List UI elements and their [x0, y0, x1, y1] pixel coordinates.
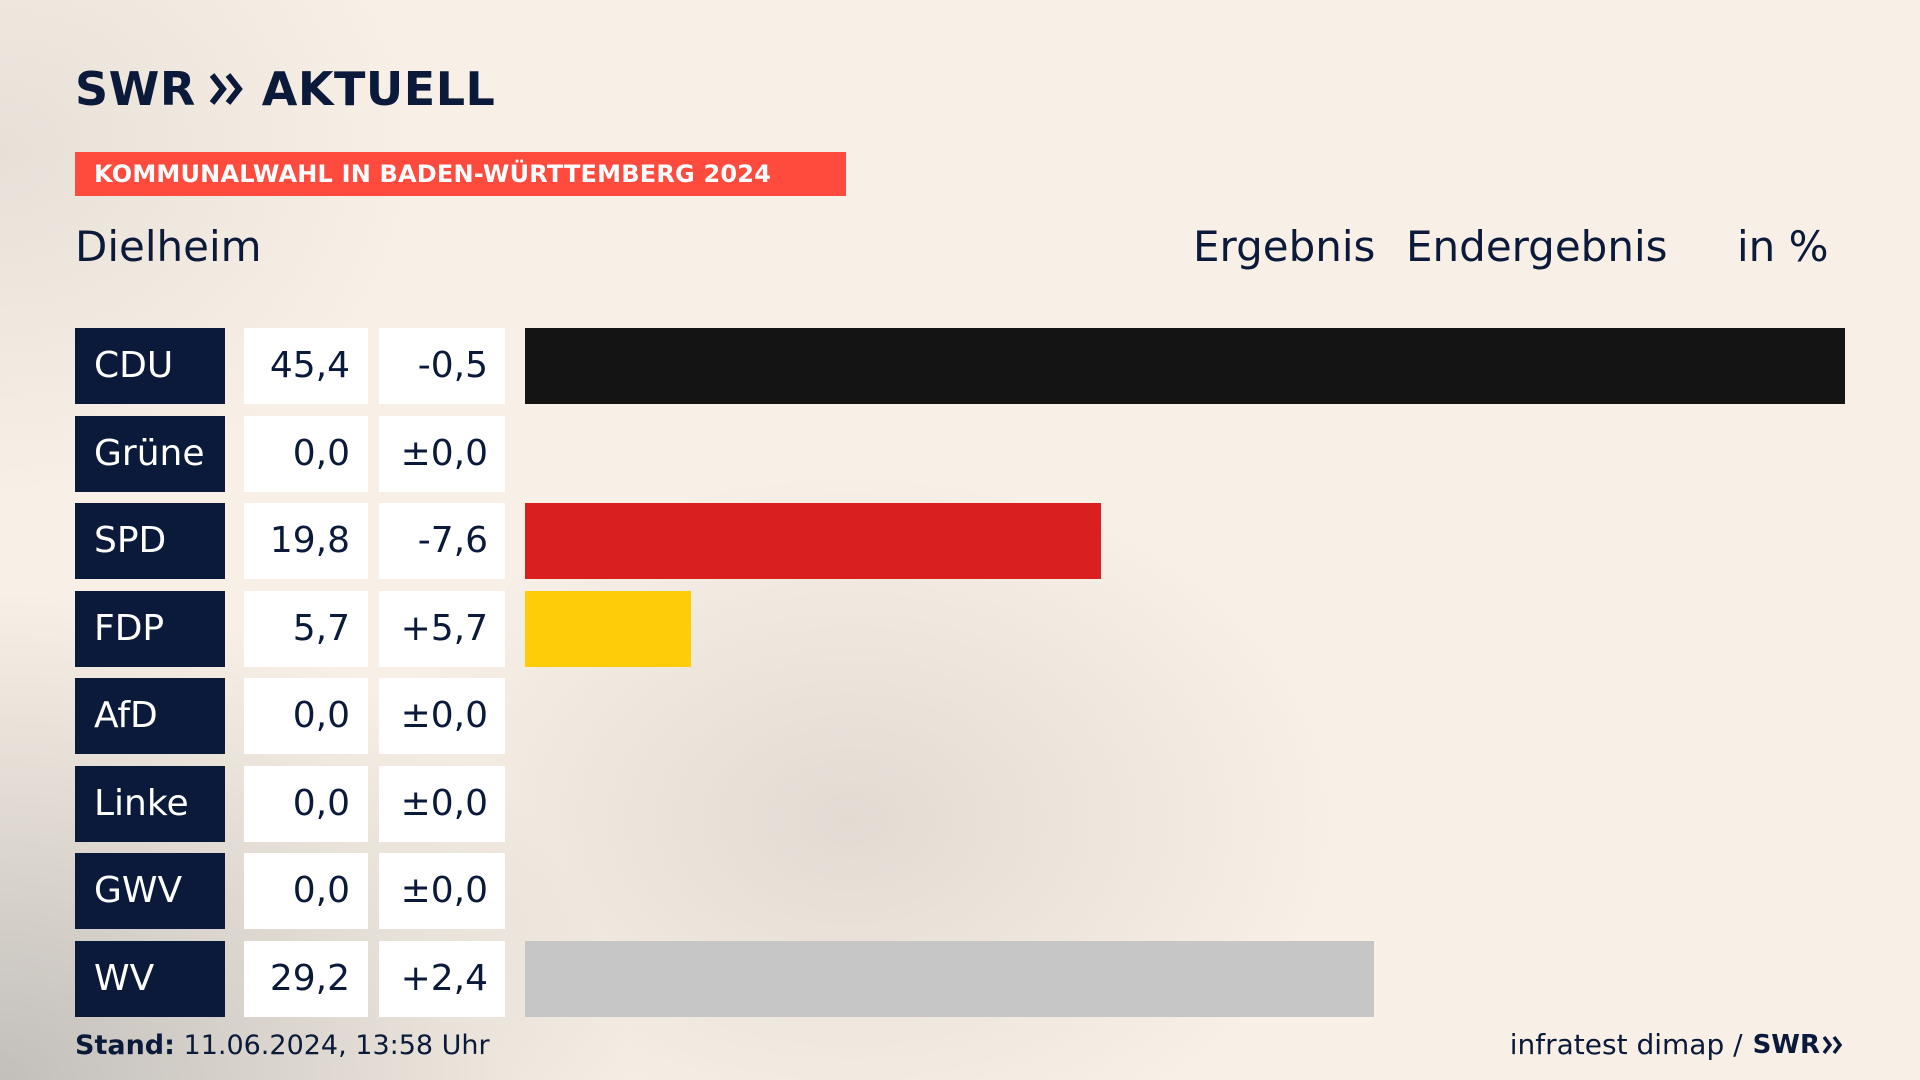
party-row: FDP 5,7 +5,7: [75, 590, 1845, 667]
change-value: ±0,0: [379, 678, 505, 754]
party-row: SPD 19,8 -7,6: [75, 503, 1845, 579]
result-value: 19,8: [244, 503, 368, 579]
result-bar: [525, 328, 1845, 404]
header-final-label: Endergebnis: [1406, 222, 1668, 271]
header-result-label: Ergebnis: [1193, 222, 1376, 271]
party-label: CDU: [75, 328, 225, 404]
party-row: WV 29,2 +2,4: [75, 940, 1845, 1017]
brand-swr: SWR: [75, 62, 196, 116]
result-value: 5,7: [244, 590, 368, 667]
result-bar: [525, 503, 1101, 579]
change-value: -0,5: [379, 328, 505, 404]
result-value: 0,0: [244, 853, 368, 929]
party-label: Linke: [75, 765, 225, 842]
source-brand: SWR: [1752, 1029, 1820, 1060]
source-text: infratest dimap /: [1509, 1028, 1743, 1061]
chevrons-small-icon: [1823, 1035, 1843, 1054]
party-label: WV: [75, 940, 225, 1017]
party-row: Grüne 0,0 ±0,0: [75, 415, 1845, 492]
change-value: ±0,0: [379, 765, 505, 842]
change-value: +5,7: [379, 590, 505, 667]
timestamp: Stand: 11.06.2024, 13:58 Uhr: [75, 1030, 490, 1061]
party-label: Grüne: [75, 415, 225, 492]
result-value: 0,0: [244, 415, 368, 492]
result-value: 29,2: [244, 940, 368, 1017]
brand-logo: SWR AKTUELL: [75, 66, 495, 112]
timestamp-label: Stand:: [75, 1030, 175, 1061]
party-label: GWV: [75, 853, 225, 929]
chevrons-icon: [209, 72, 248, 106]
result-value: 45,4: [244, 328, 368, 404]
brand-product: AKTUELL: [261, 62, 496, 116]
source-credit: infratest dimap / SWR: [1510, 1028, 1845, 1061]
party-row: GWV 0,0 ±0,0: [75, 853, 1845, 929]
party-label: AfD: [75, 678, 225, 754]
election-banner: KOMMUNALWAHL IN BADEN-WÜRTTEMBERG 2024: [75, 152, 846, 196]
result-bar: [525, 940, 1374, 1017]
party-label: SPD: [75, 503, 225, 579]
party-row: CDU 45,4 -0,5: [75, 328, 1845, 404]
party-label: FDP: [75, 590, 225, 667]
result-value: 0,0: [244, 765, 368, 842]
change-value: ±0,0: [379, 853, 505, 929]
party-row: AfD 0,0 ±0,0: [75, 678, 1845, 754]
result-value: 0,0: [244, 678, 368, 754]
change-value: -7,6: [379, 503, 505, 579]
party-row: Linke 0,0 ±0,0: [75, 765, 1845, 842]
source-logo: SWR: [1753, 1030, 1845, 1060]
place-title: Dielheim: [75, 222, 262, 271]
timestamp-value: 11.06.2024, 13:58 Uhr: [183, 1030, 490, 1061]
change-value: ±0,0: [379, 415, 505, 492]
header-unit-label: in %: [1737, 222, 1829, 271]
change-value: +2,4: [379, 940, 505, 1017]
result-bar: [525, 590, 691, 667]
